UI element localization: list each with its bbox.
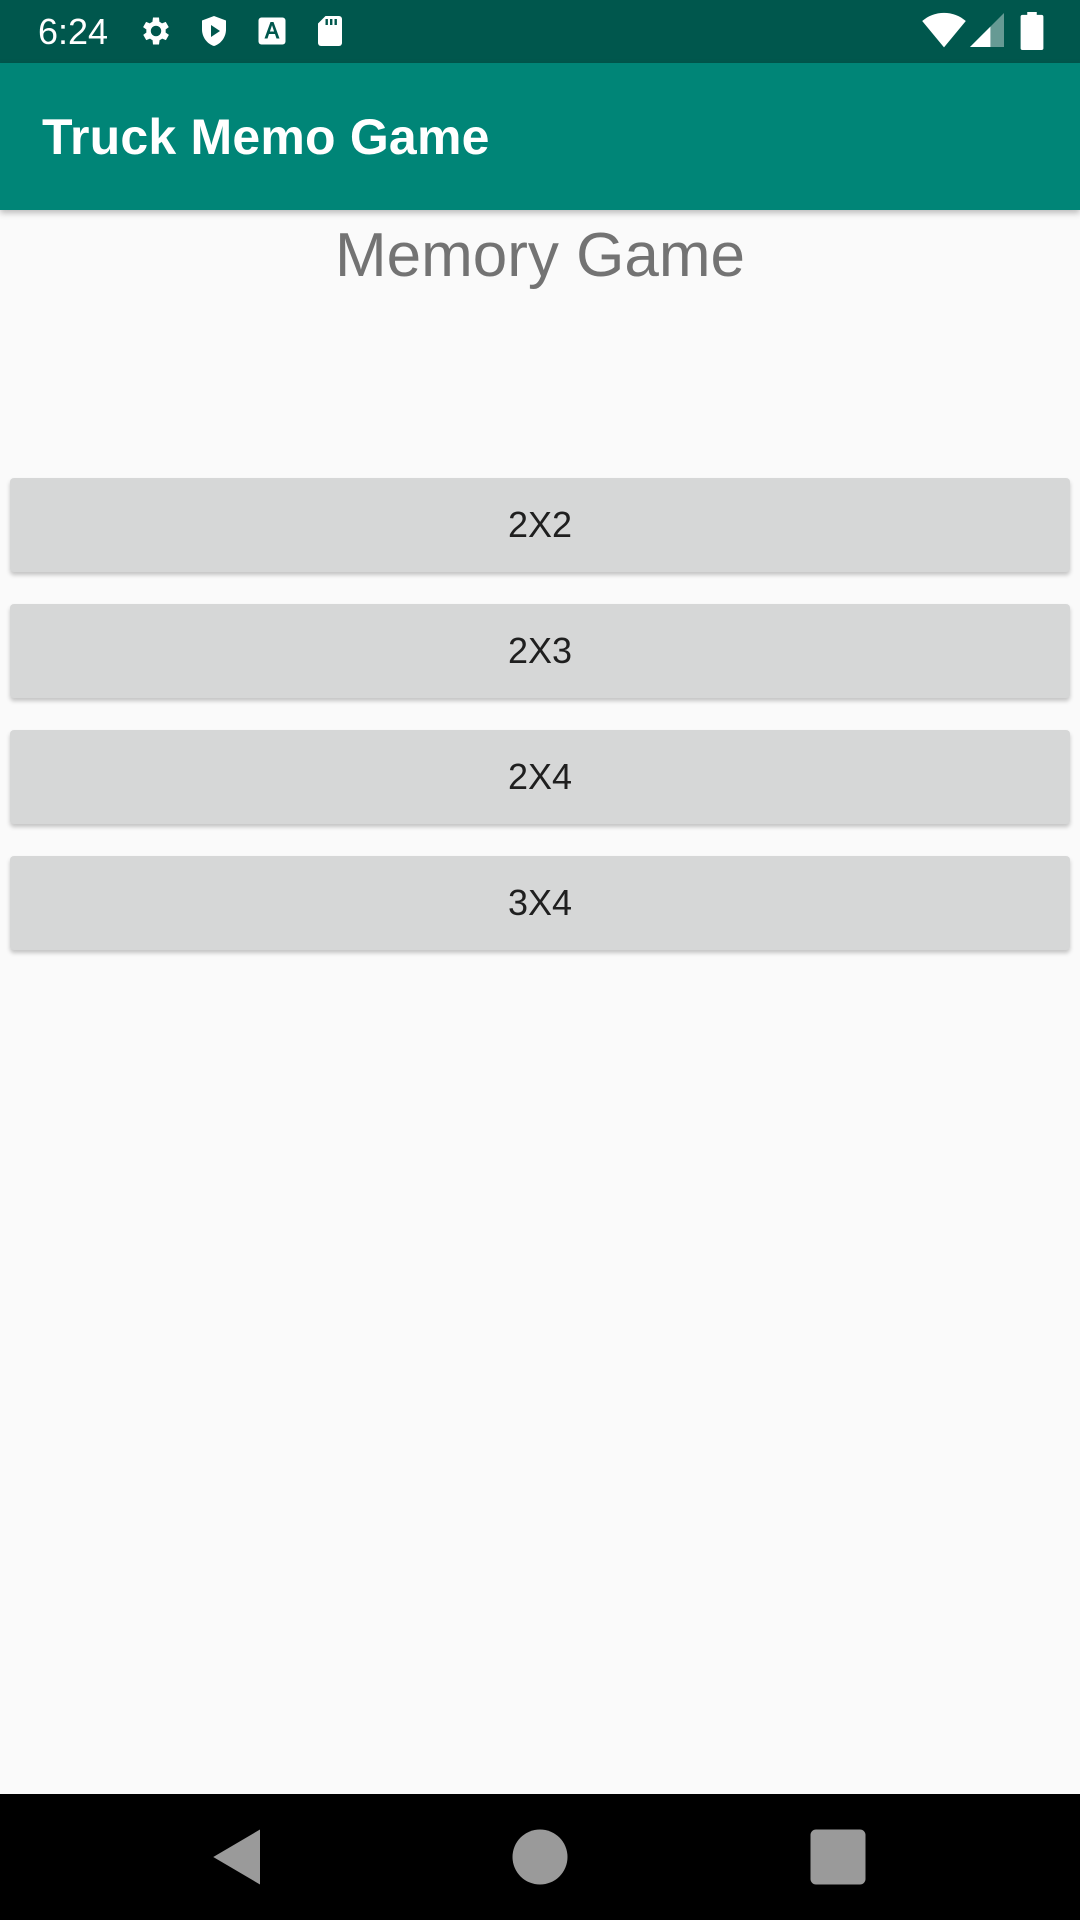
recents-icon[interactable] [805,1824,871,1890]
grid-2x4-button[interactable]: 2X4 [10,730,1070,824]
status-bar: 6:24 [0,0,1080,63]
button-label: 3X4 [507,882,573,923]
sd-card-icon [318,16,342,46]
button-label: 2X4 [507,756,573,797]
grid-3x4-button[interactable]: 3X4 [10,856,1070,950]
gear-icon [143,17,169,45]
wifi-icon [922,12,966,48]
status-time: 6:24 [38,11,109,52]
app-bar: Truck Memo Game [0,63,1080,210]
back-icon[interactable] [205,1824,271,1890]
button-label: 2X2 [507,504,573,545]
app-title: Truck Memo Game [42,109,490,165]
signal-icon [970,13,1004,47]
page-title: Memory Game [335,221,745,290]
grid-2x3-button[interactable]: 2X3 [10,604,1070,698]
button-label: 2X3 [507,630,573,671]
font-a-icon [258,17,286,45]
home-icon[interactable] [507,1824,573,1890]
battery-icon [1020,12,1044,50]
grid-2x2-button[interactable]: 2X2 [10,478,1070,572]
navigation-bar [0,1794,1080,1920]
shield-play-icon [202,16,226,46]
